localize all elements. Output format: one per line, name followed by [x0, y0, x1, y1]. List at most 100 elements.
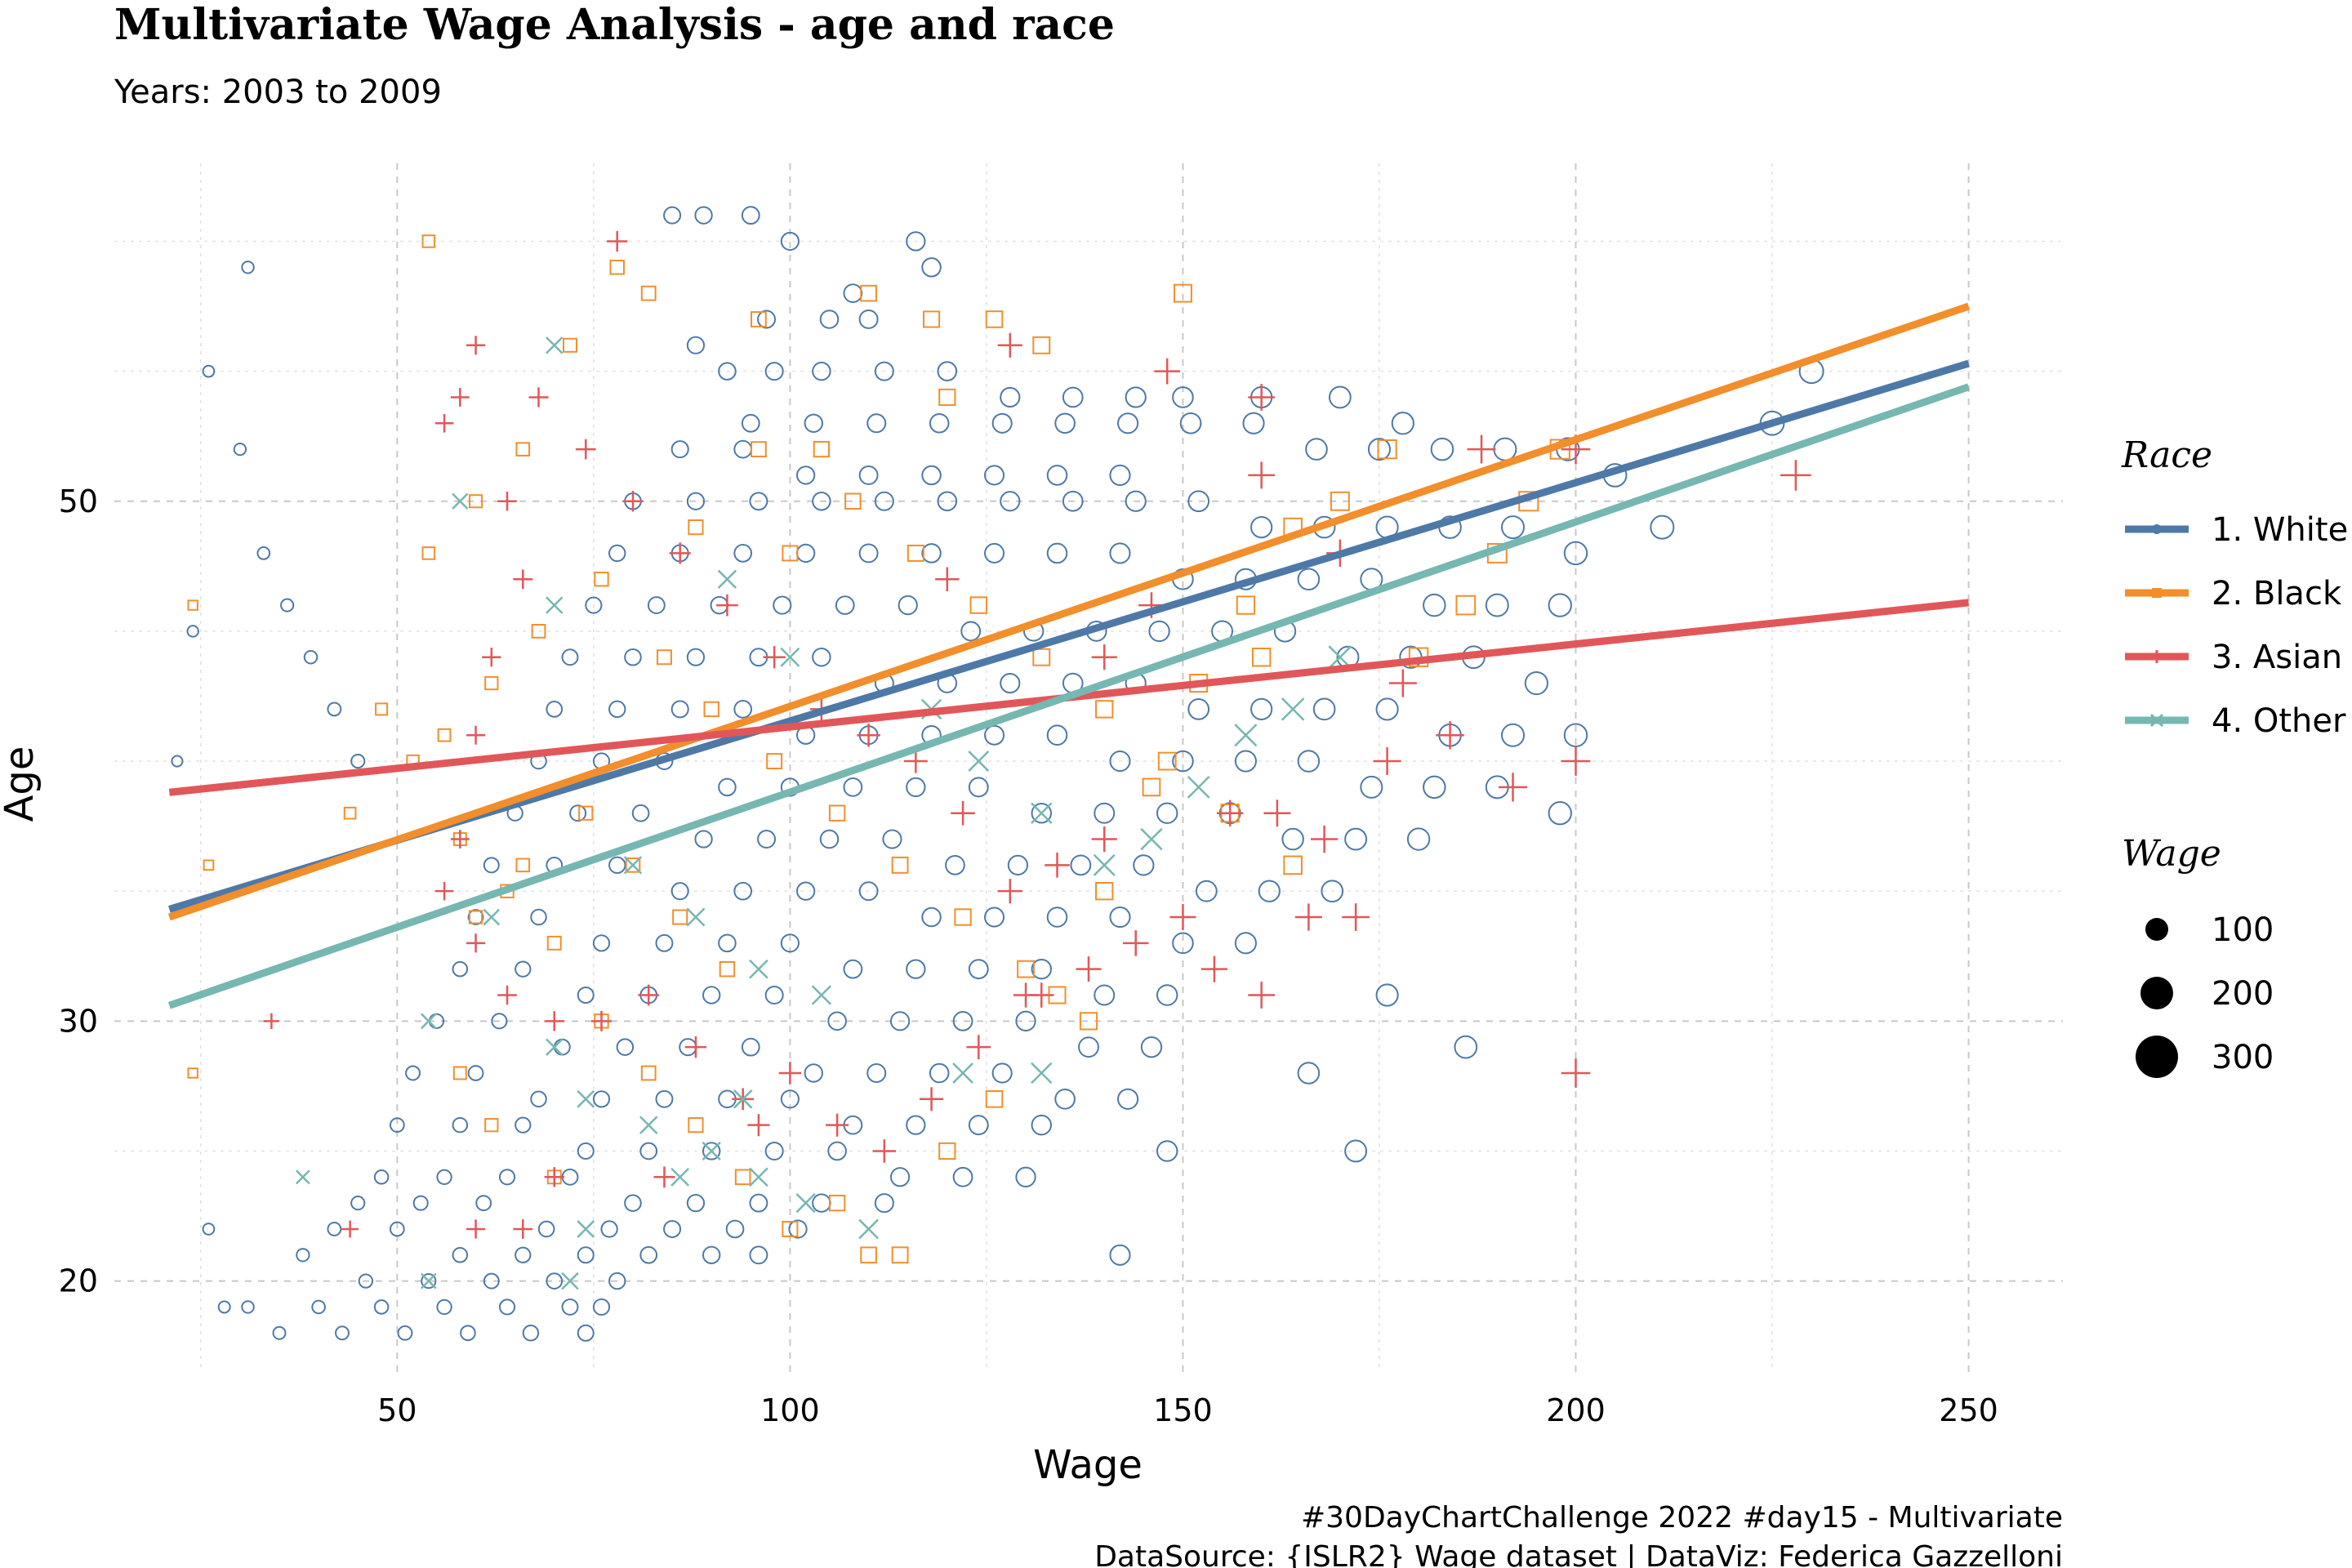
data-point: [764, 1141, 784, 1160]
data-point: [906, 231, 926, 252]
data-point: [405, 1065, 421, 1081]
data-point: [733, 544, 753, 563]
data-point: [874, 361, 894, 381]
data-point: [672, 909, 688, 925]
data-point: [1179, 412, 1202, 434]
data-point: [544, 1011, 564, 1031]
data-point: [951, 800, 975, 826]
legend-key-marker: [2149, 713, 2164, 728]
data-point: [1109, 542, 1131, 564]
data-point: [608, 544, 626, 563]
data-point: [780, 933, 800, 953]
data-point: [741, 413, 760, 433]
data-point: [844, 492, 862, 510]
data-point: [373, 1299, 390, 1315]
data-point: [670, 440, 689, 459]
data-point: [812, 492, 831, 511]
data-point: [639, 1116, 658, 1134]
data-point: [1094, 802, 1116, 824]
legend-size-dot: [2140, 977, 2173, 1009]
data-point: [514, 1246, 532, 1263]
data-point: [1045, 853, 1070, 878]
data-point: [929, 1062, 950, 1084]
data-point: [749, 959, 768, 979]
data-point: [1563, 541, 1588, 566]
data-point: [702, 986, 721, 1004]
data-point: [1423, 593, 1446, 617]
data-point: [350, 753, 366, 769]
data-point: [546, 1272, 564, 1290]
data-point: [1391, 412, 1414, 435]
data-point: [952, 1062, 973, 1084]
data-point: [1095, 700, 1114, 719]
data-point: [1091, 826, 1117, 853]
data-point: [498, 1298, 516, 1316]
data-point: [653, 1166, 675, 1188]
data-point: [751, 441, 767, 457]
data-point: [734, 1169, 751, 1186]
data-point: [1248, 384, 1276, 411]
data-point: [1234, 932, 1257, 955]
data-point: [1000, 386, 1021, 408]
data-point: [466, 933, 486, 953]
data-point: [663, 1219, 682, 1238]
data-point: [891, 856, 909, 874]
data-point: [1142, 777, 1161, 797]
data-point: [688, 519, 704, 536]
data-point: [858, 543, 879, 564]
data-point: [420, 1272, 437, 1290]
data-point: [1054, 1088, 1076, 1110]
data-point: [513, 1219, 533, 1239]
data-point: [483, 1272, 500, 1290]
data-point: [1344, 827, 1368, 851]
legend-race-label: 4. Other: [2212, 702, 2346, 740]
data-point: [1093, 853, 1116, 876]
data-point: [773, 595, 792, 615]
data-point: [546, 596, 564, 614]
data-point: [577, 1324, 595, 1342]
data-point: [906, 544, 924, 562]
data-point: [640, 1065, 657, 1081]
data-point: [1548, 593, 1572, 617]
data-point: [1454, 1035, 1478, 1059]
data-point: [483, 908, 501, 926]
x-tick-label: 100: [760, 1392, 820, 1428]
data-point: [537, 1220, 555, 1238]
caption-line-1: #30DayChartChallenge 2022 #day15 - Multi…: [1301, 1501, 2063, 1535]
data-point: [860, 284, 877, 302]
data-point: [906, 959, 926, 979]
data-point: [763, 646, 786, 669]
data-point: [202, 364, 216, 378]
data-point: [1310, 825, 1339, 853]
data-point: [358, 1273, 374, 1289]
data-point: [327, 1222, 342, 1236]
data-point: [1117, 1088, 1139, 1110]
data-point: [397, 1325, 413, 1341]
trend-line: [167, 302, 1970, 921]
data-point: [217, 1300, 231, 1314]
data-point: [702, 1245, 721, 1264]
data-point: [577, 1246, 595, 1264]
data-point: [498, 1169, 516, 1186]
data-point: [1263, 800, 1291, 827]
data-point: [828, 804, 846, 822]
data-point: [1091, 644, 1117, 670]
data-point: [686, 336, 706, 354]
data-point: [1297, 750, 1321, 773]
data-point: [655, 933, 674, 952]
data-point: [1148, 620, 1170, 643]
data-point: [874, 491, 894, 511]
data-point: [1250, 697, 1273, 720]
data-point: [578, 805, 594, 821]
data-point: [1062, 490, 1084, 512]
data-point: [985, 1090, 1004, 1108]
data-point: [1406, 827, 1431, 851]
data-point: [1375, 697, 1399, 721]
data-point: [1312, 697, 1336, 721]
data-point: [436, 1169, 452, 1185]
data-point: [546, 701, 564, 718]
data-point: [280, 598, 295, 612]
data-point: [1187, 776, 1210, 799]
data-point: [1062, 386, 1084, 408]
data-point: [828, 1194, 846, 1212]
